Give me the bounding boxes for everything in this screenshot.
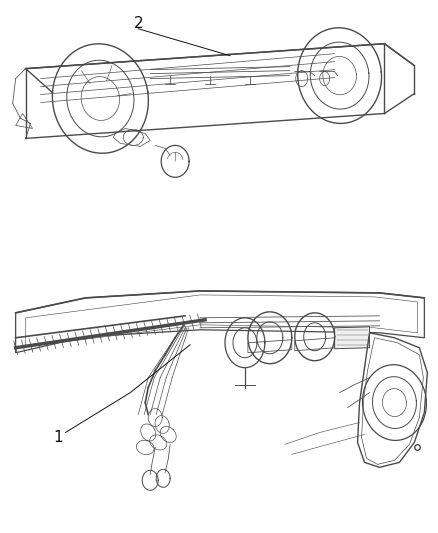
Polygon shape	[335, 327, 370, 349]
Text: 2: 2	[134, 17, 143, 31]
Text: 1: 1	[54, 430, 64, 445]
